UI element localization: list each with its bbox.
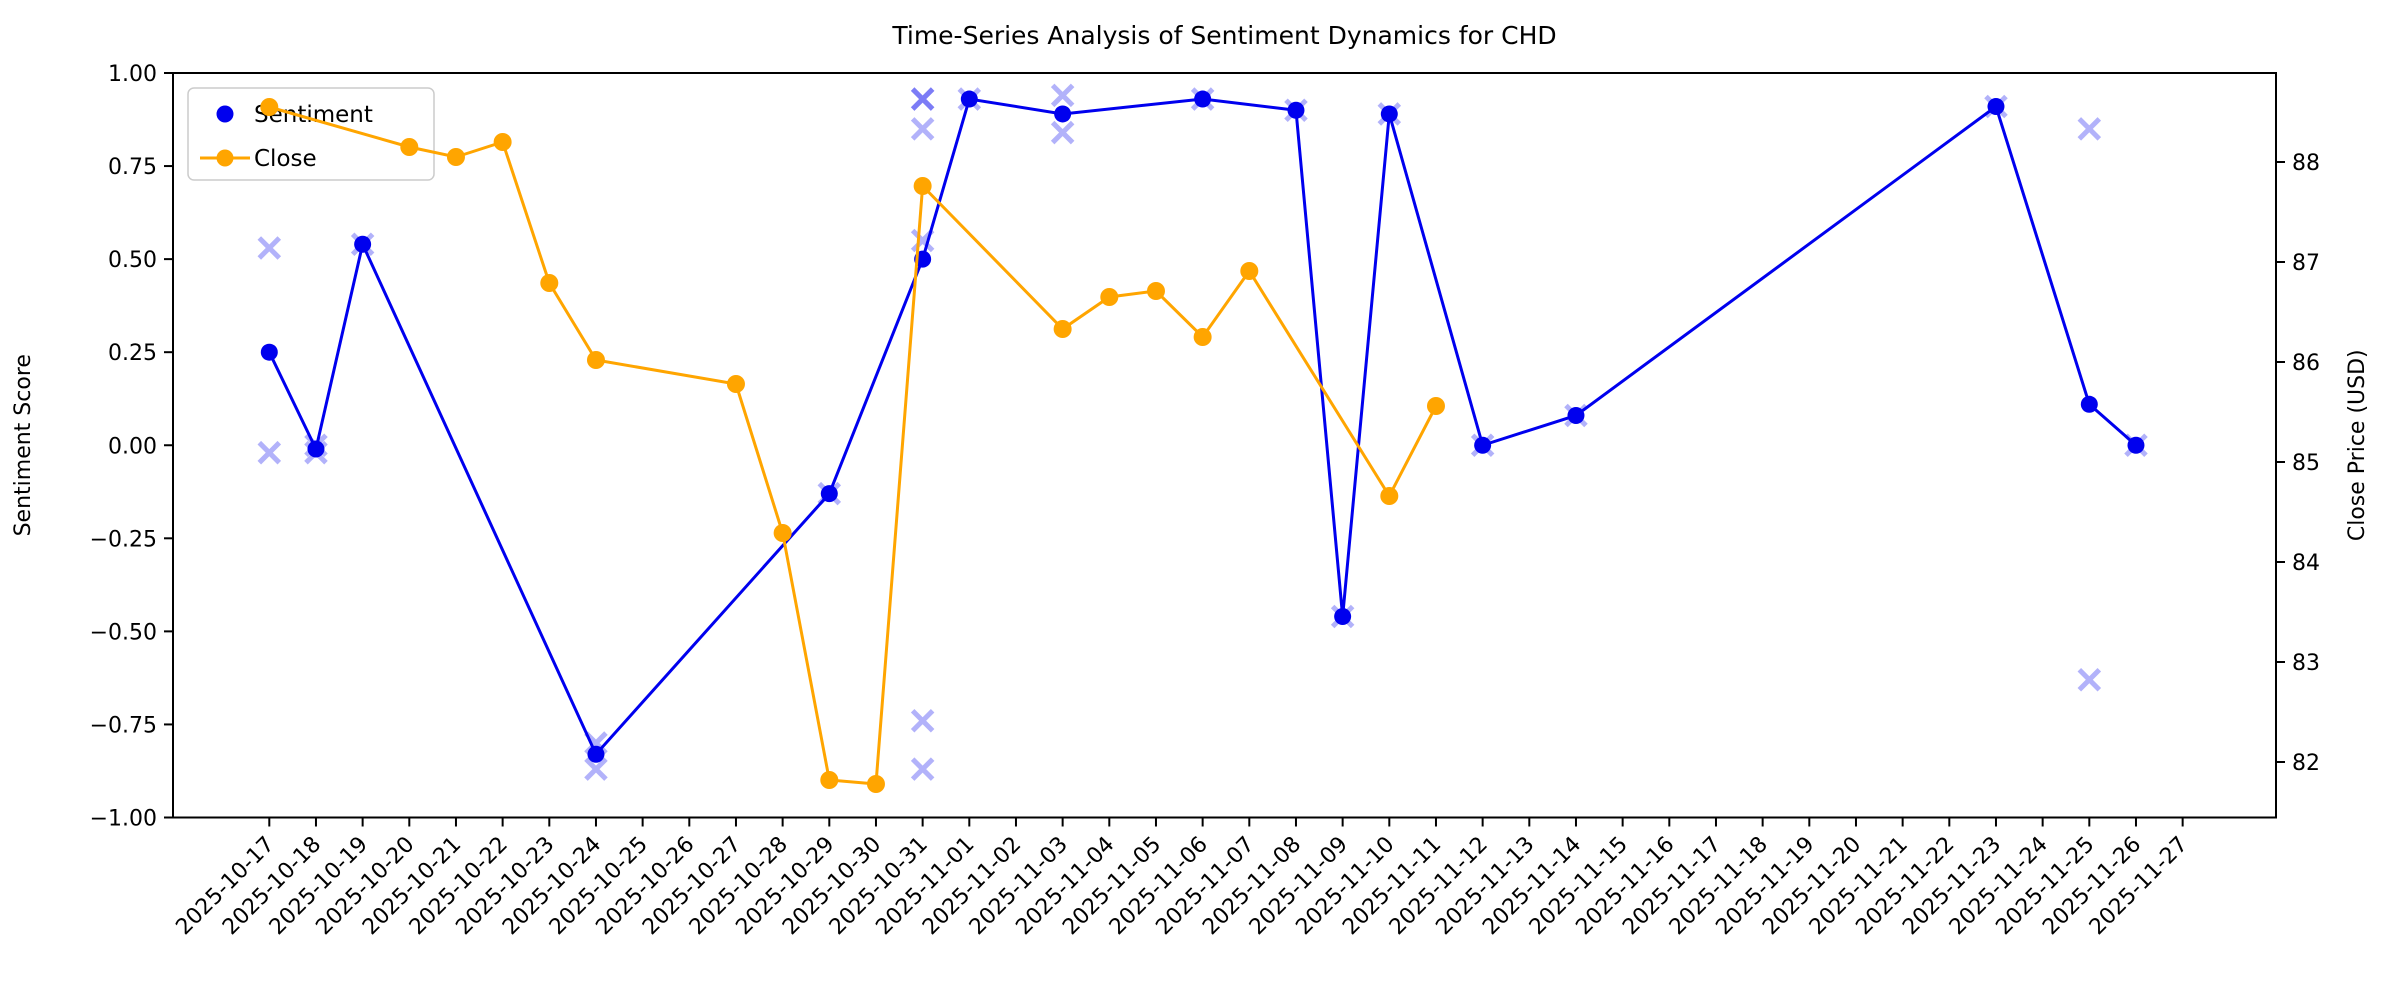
y-tick-label-left: −0.75 — [90, 713, 157, 738]
sentiment-point — [1474, 436, 1492, 454]
sentiment-x-marker — [910, 87, 935, 111]
close-point — [866, 775, 885, 793]
legend-sentiment-marker — [216, 105, 234, 123]
sentiment-point — [1287, 101, 1305, 119]
close-point — [1100, 288, 1119, 306]
y-tick-label-right: 82 — [2292, 751, 2320, 776]
y-tick-label-left: −1.00 — [90, 807, 157, 832]
close-point — [400, 138, 419, 156]
sentiment-point — [307, 440, 325, 458]
sentiment-point — [2080, 395, 2098, 413]
close-line — [268, 105, 1438, 786]
y-tick-label-right: 84 — [2292, 551, 2320, 576]
sentiment-line-group — [260, 90, 2145, 763]
sentiment-x-marker — [910, 757, 935, 781]
sentiment-point — [354, 235, 372, 253]
close-point — [1053, 320, 1072, 338]
close-point — [1380, 487, 1399, 505]
y-axis-right-title: Close Price (USD) — [2345, 349, 2370, 541]
y-tick-label-right: 86 — [2292, 351, 2320, 376]
sentiment-x-marker — [910, 87, 935, 111]
y-tick-label-left: 0.25 — [108, 341, 157, 366]
sentiment-x-marker — [257, 440, 282, 465]
close-point — [260, 98, 279, 116]
chart-title: Time-Series Analysis of Sentiment Dynami… — [891, 21, 1556, 50]
close-point — [1193, 328, 1212, 346]
close-point — [913, 177, 932, 195]
y-tick-label-left: −0.25 — [90, 527, 157, 552]
y-tick-label-left: −0.50 — [90, 620, 157, 645]
sentiment-x-marker — [1050, 120, 1075, 145]
close-point — [1240, 262, 1259, 280]
sentiment-x-marker — [257, 236, 282, 260]
y-tick-label-right: 88 — [2292, 151, 2320, 176]
close-point — [1146, 282, 1165, 300]
sentiment-point — [1334, 607, 1352, 625]
y-axis-left: 1.00 0.75 0.50 0.25 0.00 −0.25 −0.50 −0.75 −1.00 — [90, 62, 173, 832]
sentiment-x-marker — [2077, 117, 2102, 141]
legend-close-marker — [216, 149, 234, 167]
y-tick-label-left: 0.75 — [108, 155, 157, 180]
close-point — [586, 351, 605, 369]
sentiment-point — [960, 90, 978, 108]
y-axis-right: 88 87 86 85 84 83 82 — [2276, 151, 2320, 776]
x-axis: 2025-10-172025-10-182025-10-192025-10-20… — [171, 817, 2193, 940]
y-axis-left-title: Sentiment Score — [11, 354, 36, 536]
sentiment-point — [260, 343, 278, 361]
close-point — [820, 771, 839, 789]
sentiment-scatter-group — [257, 83, 2148, 781]
y-tick-label-left: 0.00 — [108, 434, 157, 459]
sentiment-x-marker — [910, 117, 935, 141]
legend-close-label: Close — [254, 146, 317, 172]
y-tick-label-right: 87 — [2292, 251, 2320, 276]
sentiment-point — [1987, 98, 2005, 116]
y-tick-label-left: 0.50 — [108, 248, 157, 273]
sentiment-x-marker — [2077, 668, 2102, 692]
sentiment-x-marker — [584, 757, 608, 781]
close-point — [773, 524, 792, 542]
sentiment-line — [267, 97, 2137, 757]
close-point — [726, 375, 745, 393]
close-point — [540, 274, 559, 292]
close-point — [1426, 397, 1445, 415]
sentiment-point — [587, 745, 605, 763]
sentiment-point — [1194, 90, 1212, 108]
sentiment-x-marker — [910, 708, 935, 733]
close-point — [446, 148, 465, 166]
close-line-group — [260, 98, 1445, 793]
close-point — [493, 133, 512, 151]
sentiment-point — [1054, 105, 1072, 123]
plot-border — [172, 72, 2277, 819]
y-tick-label-right: 83 — [2292, 651, 2320, 676]
y-tick-label-left: 1.00 — [108, 62, 157, 87]
sentiment-point — [1567, 406, 1585, 424]
sentiment-point — [1380, 105, 1398, 123]
sentiment-point — [2127, 436, 2145, 454]
sentiment-point — [820, 485, 838, 503]
sentiment-x-marker — [1050, 83, 1075, 108]
y-tick-label-right: 85 — [2292, 451, 2320, 476]
